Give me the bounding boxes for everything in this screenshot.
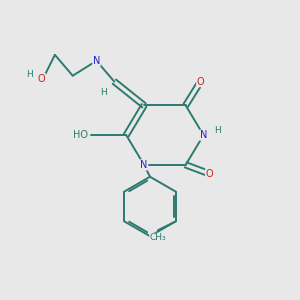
Text: N: N — [140, 160, 148, 170]
Text: O: O — [206, 169, 213, 179]
Text: O: O — [38, 74, 45, 84]
Text: CH₃: CH₃ — [150, 233, 166, 242]
Text: O: O — [197, 76, 204, 87]
Text: HO: HO — [73, 130, 88, 140]
Text: N: N — [200, 130, 207, 140]
Text: H: H — [26, 70, 33, 79]
Text: N: N — [93, 56, 100, 66]
Text: H: H — [214, 126, 221, 135]
Text: H: H — [100, 88, 107, 97]
